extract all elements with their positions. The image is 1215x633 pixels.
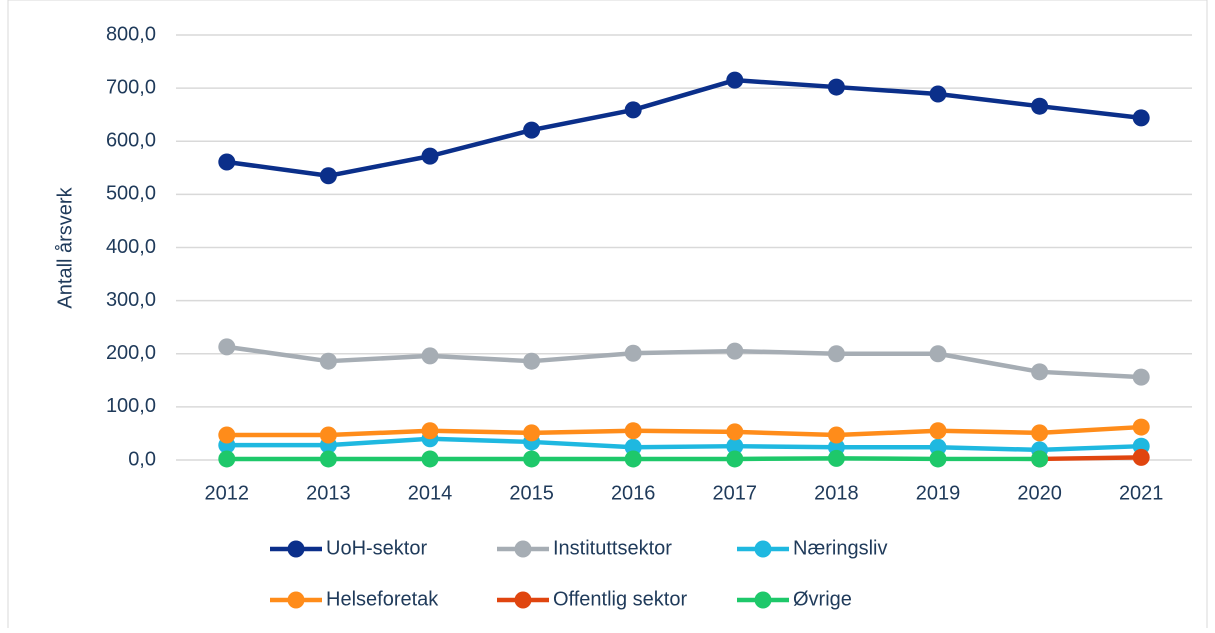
data-point: [421, 347, 439, 365]
legend-marker: [754, 540, 772, 558]
legend-label: UoH-sektor: [326, 537, 427, 559]
data-point: [523, 121, 541, 139]
y-tick-label: 700,0: [106, 76, 156, 98]
data-point: [827, 426, 845, 444]
legend-marker: [287, 591, 305, 609]
x-tick-label: 2018: [814, 482, 859, 504]
data-point: [929, 85, 947, 103]
x-tick-label: 2016: [611, 482, 656, 504]
series-line: [226, 436, 1142, 453]
x-tick-label: 2013: [306, 482, 351, 504]
legend-marker: [514, 591, 532, 609]
x-tick-label: 2012: [205, 482, 250, 504]
legend-label: Øvrige: [793, 588, 852, 610]
x-tick-label: 2017: [713, 482, 758, 504]
data-point: [523, 450, 541, 468]
y-tick-label: 600,0: [106, 130, 156, 152]
data-point: [1132, 448, 1150, 466]
legend-label: Næringsliv: [793, 537, 887, 559]
series-line: [1039, 455, 1142, 462]
y-tick-label: 400,0: [106, 236, 156, 258]
data-point: [929, 450, 947, 468]
data-point: [726, 342, 744, 360]
data-point: [726, 450, 744, 468]
data-point: [1132, 109, 1150, 127]
data-point: [421, 422, 439, 440]
legend-marker: [754, 591, 772, 609]
data-point: [624, 422, 642, 440]
data-point: [929, 438, 947, 456]
data-point: [827, 449, 845, 467]
data-point: [929, 422, 947, 440]
data-point: [1132, 368, 1150, 386]
y-axis-label: Antall årsverk: [54, 186, 76, 308]
data-point: [827, 78, 845, 96]
data-point: [1031, 424, 1049, 442]
data-point: [218, 153, 236, 171]
data-point: [1031, 97, 1049, 115]
data-point: [319, 450, 337, 468]
y-tick-label: 0,0: [128, 448, 156, 470]
legend-marker: [287, 540, 305, 558]
legend-label: Instituttsektor: [553, 537, 672, 559]
data-point: [726, 437, 744, 455]
y-tick-label: 200,0: [106, 342, 156, 364]
data-point: [218, 426, 236, 444]
data-point: [218, 450, 236, 468]
legend-label: Offentlig sektor: [553, 588, 687, 610]
y-tick-label: 300,0: [106, 289, 156, 311]
data-point: [624, 450, 642, 468]
data-point: [523, 352, 541, 370]
y-tick-label: 800,0: [106, 23, 156, 45]
data-point: [319, 426, 337, 444]
data-point: [1031, 450, 1049, 468]
data-point: [624, 344, 642, 362]
data-point: [827, 345, 845, 363]
data-point: [421, 147, 439, 165]
series-line: [226, 77, 1142, 179]
legend-label: Helseforetak: [326, 588, 439, 610]
legend-marker: [514, 540, 532, 558]
data-point: [421, 450, 439, 468]
data-point: [726, 423, 744, 441]
frame: [7, 0, 1208, 633]
series-line: [226, 424, 1142, 438]
data-point: [319, 167, 337, 185]
data-point: [726, 71, 744, 89]
x-tick-label: 2020: [1017, 482, 1062, 504]
data-point: [624, 438, 642, 456]
y-tick-label: 100,0: [106, 395, 156, 417]
data-point: [523, 424, 541, 442]
x-tick-label: 2015: [509, 482, 554, 504]
x-tick-label: 2021: [1119, 482, 1164, 504]
x-tick-label: 2014: [408, 482, 453, 504]
data-point: [218, 338, 236, 356]
data-point: [1132, 418, 1150, 436]
data-point: [1031, 363, 1049, 381]
series-line: [226, 344, 1142, 380]
x-tick-label: 2019: [916, 482, 961, 504]
data-point: [624, 101, 642, 119]
data-point: [929, 345, 947, 363]
data-point: [319, 352, 337, 370]
y-tick-label: 500,0: [106, 183, 156, 205]
